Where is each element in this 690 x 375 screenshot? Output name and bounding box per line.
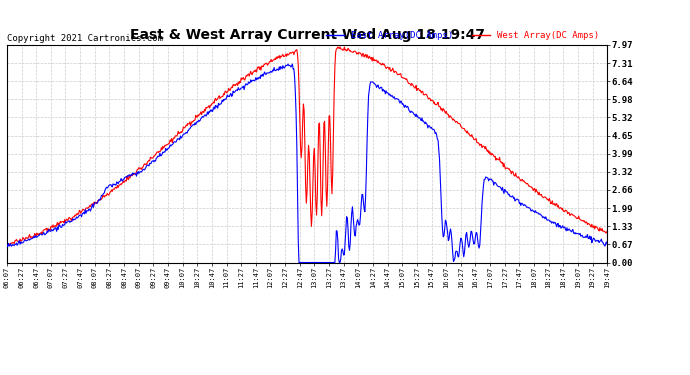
Title: East & West Array Current Wed Aug 18 19:47: East & West Array Current Wed Aug 18 19:… — [130, 28, 484, 42]
Legend: East Array(DC Amps), West Array(DC Amps): East Array(DC Amps), West Array(DC Amps) — [323, 28, 602, 44]
Text: Copyright 2021 Cartronics.com: Copyright 2021 Cartronics.com — [7, 34, 163, 43]
